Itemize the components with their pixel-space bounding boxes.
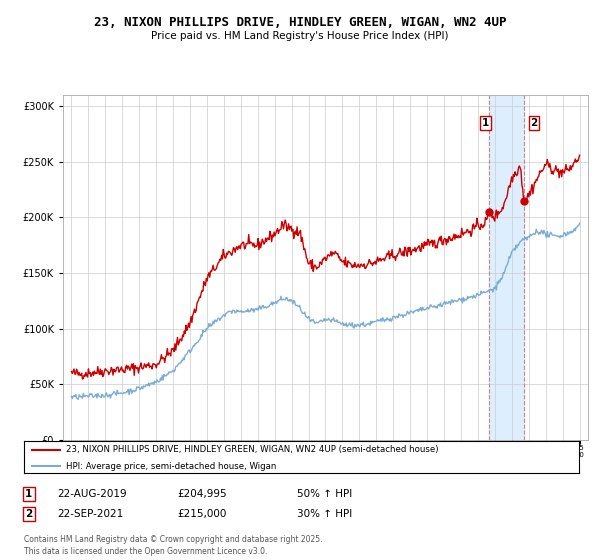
Text: Contains HM Land Registry data © Crown copyright and database right 2025.
This d: Contains HM Land Registry data © Crown c… xyxy=(24,535,323,556)
Text: 22-AUG-2019: 22-AUG-2019 xyxy=(57,489,127,499)
Text: 30% ↑ HPI: 30% ↑ HPI xyxy=(297,509,352,519)
Text: 50% ↑ HPI: 50% ↑ HPI xyxy=(297,489,352,499)
Text: 23, NIXON PHILLIPS DRIVE, HINDLEY GREEN, WIGAN, WN2 4UP: 23, NIXON PHILLIPS DRIVE, HINDLEY GREEN,… xyxy=(94,16,506,29)
Text: 2: 2 xyxy=(530,118,538,128)
Text: 23, NIXON PHILLIPS DRIVE, HINDLEY GREEN, WIGAN, WN2 4UP (semi-detached house): 23, NIXON PHILLIPS DRIVE, HINDLEY GREEN,… xyxy=(65,445,438,454)
Text: HPI: Average price, semi-detached house, Wigan: HPI: Average price, semi-detached house,… xyxy=(65,461,276,470)
Text: 1: 1 xyxy=(482,118,489,128)
Text: £204,995: £204,995 xyxy=(177,489,227,499)
Text: 22-SEP-2021: 22-SEP-2021 xyxy=(57,509,123,519)
Text: Price paid vs. HM Land Registry's House Price Index (HPI): Price paid vs. HM Land Registry's House … xyxy=(151,31,449,41)
Text: 1: 1 xyxy=(25,489,32,499)
Text: 2: 2 xyxy=(25,509,32,519)
Bar xyxy=(489,95,524,440)
Text: £215,000: £215,000 xyxy=(177,509,226,519)
